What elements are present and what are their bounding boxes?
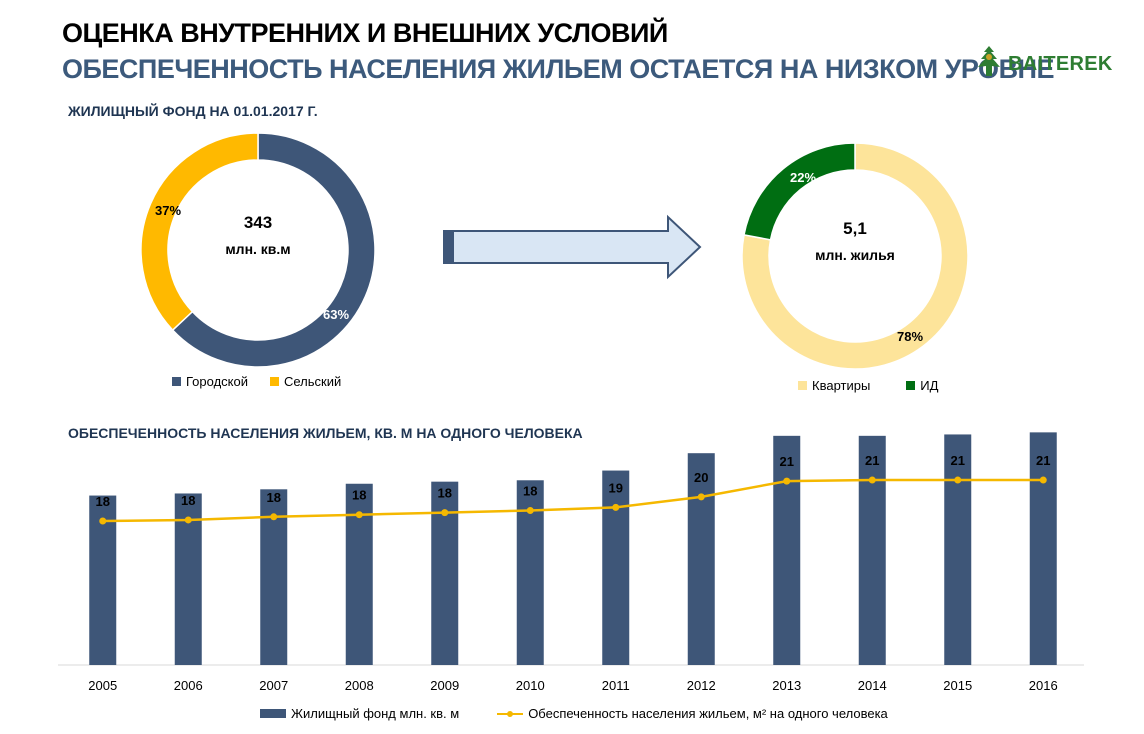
- line-point-2013: [783, 477, 791, 485]
- legend-swatch-city: [172, 377, 181, 386]
- housing-stock-donut: 63% 37% 343 млн. кв.м: [140, 132, 376, 368]
- legend-housing-stock: Городской Сельский: [172, 374, 341, 389]
- x-tick-label-2007: 2007: [259, 678, 288, 693]
- x-tick-label-2014: 2014: [858, 678, 887, 693]
- x-tick-label-2010: 2010: [516, 678, 545, 693]
- line-data-label-2005: 18: [96, 494, 110, 509]
- legend-label-line: Обеспеченность населения жильем, м² на о…: [528, 706, 888, 721]
- x-tick-label-2009: 2009: [430, 678, 459, 693]
- provision-chart-title: ОБЕСПЕЧЕННОСТЬ НАСЕЛЕНИЯ ЖИЛЬЕМ, КВ. М Н…: [68, 425, 583, 441]
- housing-units-donut: 78% 22% 5,1 млн. жилья: [741, 142, 969, 370]
- legend-bar-chart: Жилищный фонд млн. кв. м Обеспеченность …: [260, 706, 888, 721]
- x-tick-label-2008: 2008: [345, 678, 374, 693]
- line-data-label-2009: 18: [438, 486, 452, 501]
- line-data-label-2015: 21: [951, 453, 965, 468]
- donut-slice-label-0: 63%: [323, 307, 349, 322]
- line-point-2014: [868, 476, 876, 484]
- housing-stock-title: ЖИЛИЩНЫЙ ФОНД НА 01.01.2017 Г.: [68, 103, 318, 119]
- arrow-tail: [444, 231, 454, 263]
- line-data-label-2008: 18: [352, 488, 366, 503]
- donut-slice-0: [741, 142, 969, 370]
- bar-2013: [773, 435, 801, 665]
- legend-label-bars: Жилищный фонд млн. кв. м: [291, 706, 460, 721]
- line-point-2008: [355, 511, 363, 519]
- bar-2016: [1029, 432, 1057, 665]
- x-tick-label-2015: 2015: [943, 678, 972, 693]
- legend-label-city: Городской: [186, 374, 248, 389]
- donut-slice-1: [140, 132, 259, 332]
- line-data-label-2011: 19: [609, 480, 623, 495]
- legend-label-id: ИД: [920, 378, 939, 393]
- legend-swatch-line: [497, 710, 524, 717]
- line-point-2011: [612, 503, 620, 511]
- arrow-right-icon: [443, 214, 702, 280]
- line-data-label-2006: 18: [181, 493, 195, 508]
- line-point-2012: [697, 493, 705, 501]
- x-tick-label-2016: 2016: [1029, 678, 1058, 693]
- line-data-label-2016: 21: [1036, 453, 1050, 468]
- line-data-label-2014: 21: [865, 453, 879, 468]
- x-tick-label-2011: 2011: [602, 678, 630, 693]
- legend-swatch-bars: [260, 709, 286, 718]
- donut-charts: 63% 37% 343 млн. кв.м 78% 22% 5,1 млн. жилья: [140, 132, 969, 370]
- page-title: ОЦЕНКА ВНУТРЕННИХ И ВНЕШНИХ УСЛОВИЙ: [62, 18, 668, 48]
- bar-2015: [944, 434, 972, 665]
- legend-swatch-rural: [270, 377, 279, 386]
- line-point-2006: [184, 516, 192, 524]
- bar-2012: [687, 453, 715, 665]
- baiterek-logo-icon: [978, 46, 1000, 76]
- logo-text: BAITEREK: [1008, 53, 1113, 75]
- provision-line: [102, 478, 1044, 523]
- x-tick-label-2012: 2012: [687, 678, 716, 693]
- line-point-2010: [526, 507, 534, 514]
- x-tick-label-2013: 2013: [772, 678, 801, 693]
- donut-slice-label-0: 78%: [897, 329, 923, 344]
- donut-slice-0: [171, 132, 376, 368]
- x-tick-label-2006: 2006: [174, 678, 203, 693]
- line-data-label-2010: 18: [523, 484, 537, 499]
- line-point-2009: [441, 509, 449, 517]
- legend-label-apartments: Квартиры: [812, 378, 871, 393]
- legend-swatch-apartments: [798, 381, 807, 390]
- bar-2008: [345, 483, 373, 665]
- line-data-label-2013: 21: [780, 454, 794, 469]
- page-subtitle: ОБЕСПЕЧЕННОСТЬ НАСЕЛЕНИЯ ЖИЛЬЕМ ОСТАЕТСЯ…: [62, 54, 1055, 84]
- bar-2014: [858, 435, 886, 665]
- donut-slice-label-1: 22%: [790, 170, 816, 185]
- line-point-2015: [954, 476, 962, 484]
- legend-housing-units: Квартиры ИД: [798, 378, 938, 393]
- x-tick-label-2005: 2005: [88, 678, 117, 693]
- legend-swatch-id: [906, 381, 916, 390]
- donut-center-unit: млн. кв.м: [225, 241, 290, 257]
- line-point-2005: [99, 517, 107, 525]
- legend-label-rural: Сельский: [284, 374, 342, 389]
- donut-center-value: 343: [244, 213, 272, 232]
- donut-center-value: 5,1: [843, 219, 867, 238]
- line-point-2016: [1039, 476, 1047, 484]
- donut-center-unit: млн. жилья: [815, 247, 895, 263]
- bar-2011: [602, 470, 630, 665]
- donut-slice-label-1: 37%: [155, 203, 181, 218]
- line-point-2007: [270, 513, 278, 521]
- donut-slice-1: [743, 142, 856, 241]
- line-data-label-2007: 18: [267, 490, 281, 505]
- line-data-label-2012: 20: [694, 470, 708, 485]
